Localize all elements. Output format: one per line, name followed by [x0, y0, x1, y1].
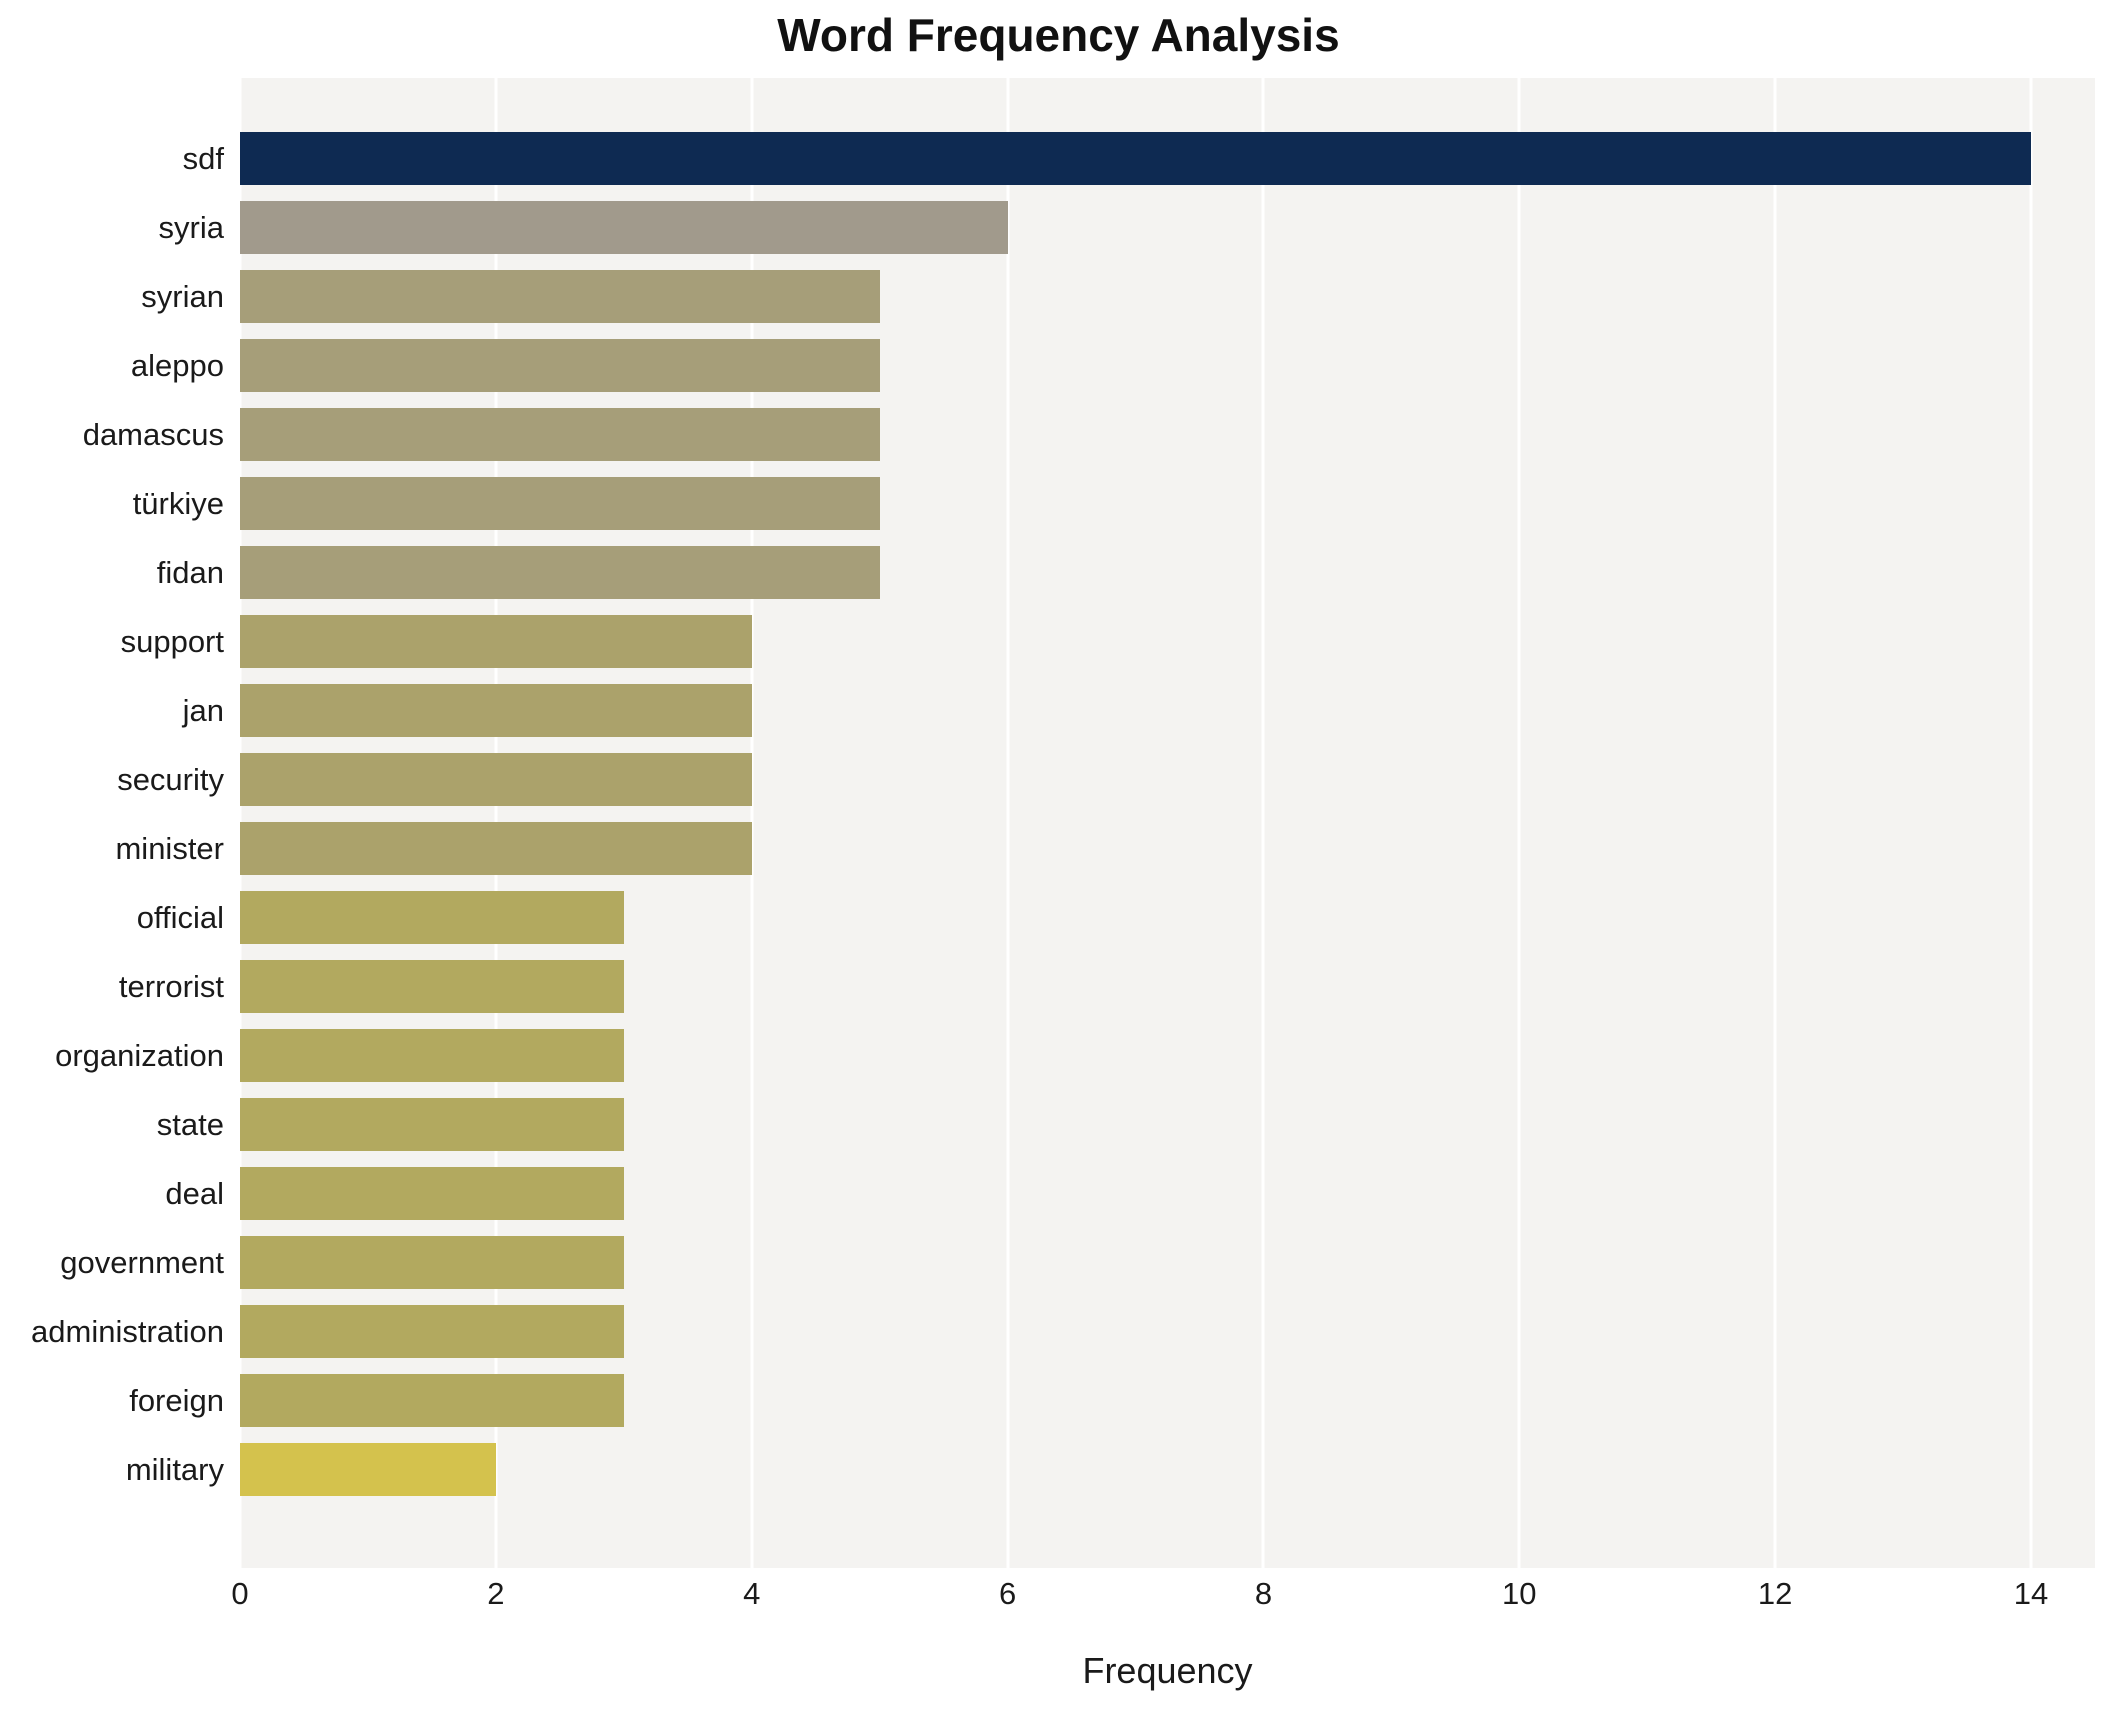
- bar: [240, 1443, 496, 1496]
- bar: [240, 891, 624, 944]
- x-tick-label: 6: [998, 1576, 1017, 1611]
- bar: [240, 1374, 624, 1427]
- category-label: deal: [165, 1175, 224, 1211]
- x-tick-label: 12: [1757, 1576, 1793, 1611]
- bar-row: [240, 745, 2095, 814]
- category-label: support: [120, 623, 224, 659]
- gridline: [1517, 78, 1521, 1568]
- gridline: [750, 78, 754, 1568]
- category-label: security: [117, 761, 224, 797]
- x-tick-label: 8: [1254, 1576, 1273, 1611]
- category-label: jan: [182, 692, 224, 728]
- bar-row: [240, 676, 2095, 745]
- bar: [240, 546, 880, 599]
- bar-row: [240, 952, 2095, 1021]
- x-axis: 0 2 4 6 8 10 12 14: [231, 1570, 2095, 1614]
- bar-row: [240, 607, 2095, 676]
- bar-row: [240, 469, 2095, 538]
- bar-row: [240, 538, 2095, 607]
- category-label: government: [60, 1244, 224, 1280]
- category-label: damascus: [82, 416, 224, 452]
- chart-body: sdf syria syrian aleppo damascus türkiye fidan…: [0, 78, 2095, 1568]
- x-tick-label: 10: [1502, 1576, 1537, 1611]
- bars: [240, 124, 2095, 1504]
- x-tick-label: 14: [2013, 1576, 2049, 1611]
- bar-row: [240, 1159, 2095, 1228]
- category-label: sdf: [182, 140, 224, 176]
- category-label: state: [156, 1106, 224, 1142]
- bar: [240, 822, 752, 875]
- bar-row: [240, 1435, 2095, 1504]
- bar: [240, 1098, 624, 1151]
- bar: [240, 753, 752, 806]
- gridline: [1261, 78, 1265, 1568]
- plot-area: [238, 78, 2095, 1568]
- category-label: organization: [55, 1037, 224, 1073]
- bar-row: [240, 193, 2095, 262]
- category-label: administration: [31, 1313, 224, 1349]
- category-label: syria: [158, 209, 224, 245]
- bar-row: [240, 400, 2095, 469]
- bar: [240, 960, 624, 1013]
- x-tick-label: 0: [231, 1576, 249, 1611]
- bar-row: [240, 883, 2095, 952]
- bar-row: [240, 124, 2095, 193]
- bar: [240, 684, 752, 737]
- bar-row: [240, 814, 2095, 883]
- category-label: official: [136, 899, 224, 935]
- bar-row: [240, 262, 2095, 331]
- bar: [240, 1167, 624, 1220]
- x-tick-label: 2: [487, 1576, 505, 1611]
- chart-title: Word Frequency Analysis: [777, 9, 1340, 61]
- category-label: aleppo: [130, 347, 224, 383]
- bar: [240, 1029, 624, 1082]
- bar: [240, 1236, 624, 1289]
- gridline: [1006, 78, 1010, 1568]
- bar: [240, 408, 880, 461]
- bar: [240, 615, 752, 668]
- category-label: military: [125, 1451, 224, 1487]
- bar: [240, 132, 2032, 185]
- gridline: [2029, 78, 2033, 1568]
- y-labels: sdf syria syrian aleppo damascus türkiye fidan…: [0, 78, 240, 1568]
- x-axis-label: Frequency: [1082, 1650, 1253, 1691]
- category-label: terrorist: [118, 968, 224, 1004]
- category-label: fidan: [156, 554, 224, 590]
- bar-row: [240, 1090, 2095, 1159]
- category-label: minister: [115, 830, 224, 866]
- bar-row: [240, 1228, 2095, 1297]
- bar: [240, 1305, 624, 1358]
- bar: [240, 477, 880, 530]
- x-tick-label: 4: [743, 1576, 761, 1611]
- category-label: syrian: [141, 278, 224, 314]
- gridline: [1773, 78, 1777, 1568]
- bar-row: [240, 1021, 2095, 1090]
- bar-row: [240, 331, 2095, 400]
- bar: [240, 201, 1008, 254]
- category-label: foreign: [129, 1382, 224, 1418]
- bar-row: [240, 1366, 2095, 1435]
- category-label: türkiye: [132, 485, 224, 521]
- bar: [240, 270, 880, 323]
- bar: [240, 339, 880, 392]
- bar-row: [240, 1297, 2095, 1366]
